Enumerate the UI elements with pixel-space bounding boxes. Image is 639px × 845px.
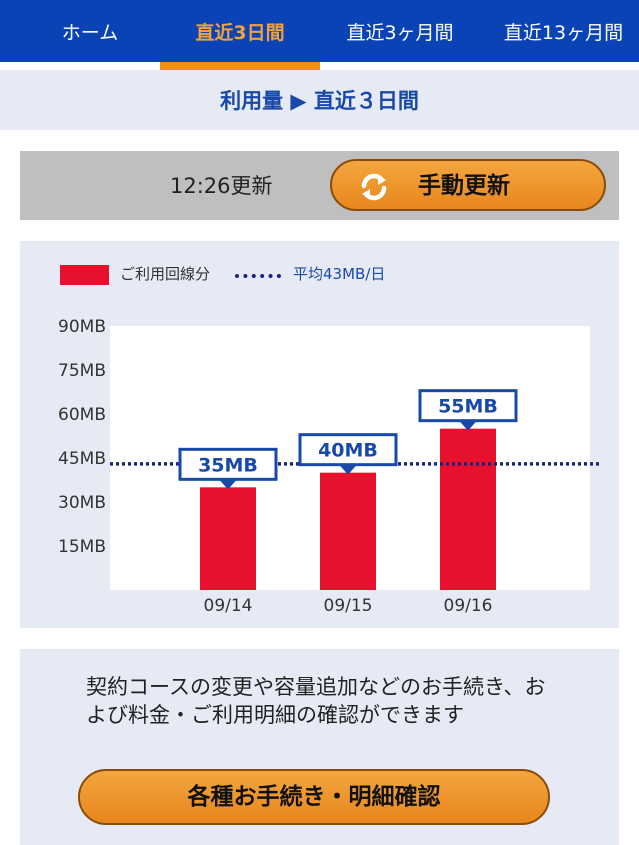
legend-average-line — [235, 274, 281, 278]
tab-home[interactable]: ホーム — [61, 22, 119, 44]
data-label: 35MB — [198, 454, 258, 476]
breadcrumb-bar: 利用量 ▶ 直近３日間 — [0, 70, 639, 130]
info-panel: 契約コースの変更や容量追加などのお手続き、および料金・ご利用明細の確認ができます… — [20, 649, 619, 845]
procedures-button[interactable]: 各種お手続き・明細確認 — [78, 769, 550, 825]
top-navigation: ホーム 直近3日間 直近3ヶ月間 直近13ヶ月間 — [0, 0, 639, 62]
y-tick-label: 15MB — [58, 537, 106, 557]
usage-chart-panel: ご利用回線分 平均43MB/日 15MB 30MB 45MB 60MB 75MB 90MB… — [20, 241, 619, 628]
y-tick-label: 75MB — [58, 361, 106, 381]
data-label-pointer — [459, 420, 477, 431]
y-tick-label: 30MB — [58, 493, 106, 513]
legend-average-label: 平均43MB/日 — [293, 265, 386, 283]
y-tick-label: 90MB — [58, 317, 106, 337]
manual-refresh-button[interactable]: 手動更新 — [330, 159, 606, 211]
data-label: 40MB — [318, 440, 378, 462]
tab-last-3-days[interactable]: 直近3日間 — [195, 22, 285, 44]
tab-last-13-months[interactable]: 直近13ヶ月間 — [503, 22, 624, 44]
active-tab-indicator — [160, 62, 320, 70]
bar — [200, 487, 256, 590]
data-label-pointer — [219, 479, 237, 490]
data-label-box — [178, 447, 278, 481]
last-updated-time: 12:26更新 — [170, 174, 273, 198]
bar — [320, 472, 376, 590]
breadcrumb: 利用量 ▶ 直近３日間 — [220, 89, 419, 113]
manual-refresh-label: 手動更新 — [418, 173, 510, 199]
legend-swatch — [60, 265, 109, 285]
y-tick-label: 60MB — [58, 405, 106, 425]
refresh-icon — [361, 173, 387, 201]
data-label-box — [298, 433, 398, 467]
data-label-pointer — [339, 464, 357, 475]
legend-series-label: ご利用回線分 — [120, 265, 211, 283]
x-tick-label: 09/14 — [204, 596, 253, 616]
y-tick-label: 45MB — [58, 449, 106, 469]
update-bar: 12:26更新 手動更新 — [20, 151, 619, 220]
x-tick-label: 09/15 — [324, 596, 373, 616]
info-text: 契約コースの変更や容量追加などのお手続き、および料金・ご利用明細の確認ができます — [86, 675, 546, 727]
bar — [440, 428, 496, 590]
tab-last-3-months[interactable]: 直近3ヶ月間 — [346, 22, 454, 44]
data-label-box — [418, 389, 518, 423]
x-tick-label: 09/16 — [444, 596, 493, 616]
data-label: 55MB — [438, 396, 498, 418]
usage-bar-chart: 15MB 30MB 45MB 60MB 75MB 90MB 09/14 09/15 09/16 3… — [58, 317, 600, 616]
